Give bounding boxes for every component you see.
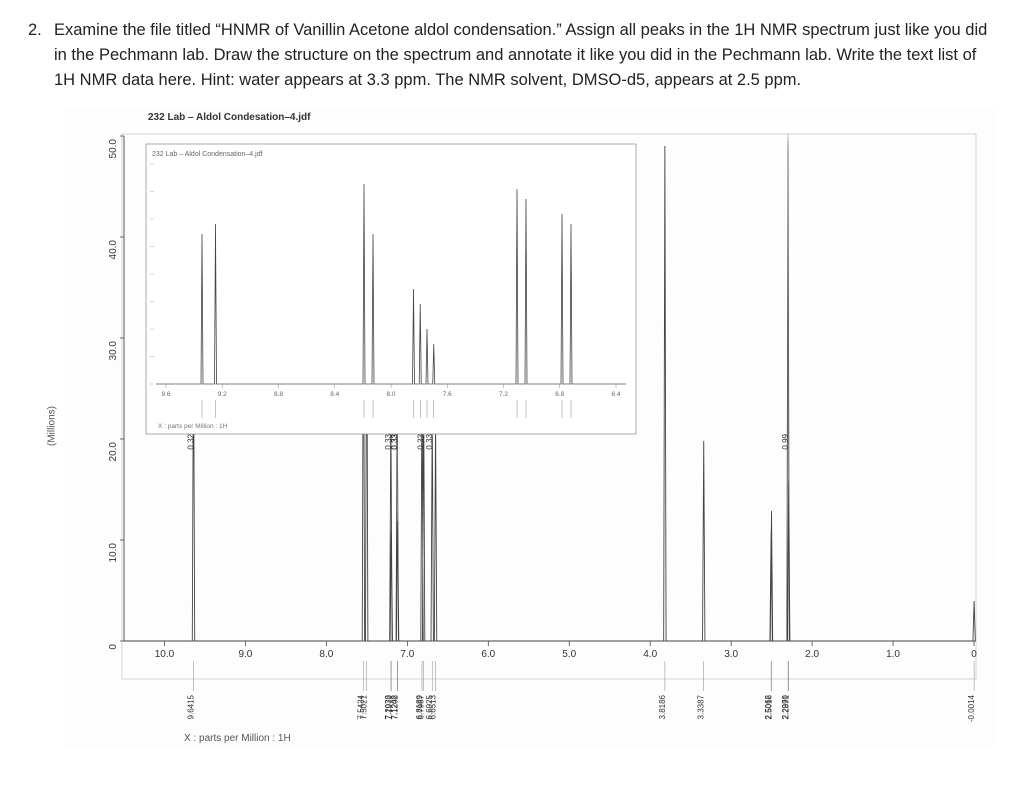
svg-text:3.8186: 3.8186 xyxy=(658,695,667,720)
svg-text:8.4: 8.4 xyxy=(330,391,339,398)
svg-text:0.32: 0.32 xyxy=(186,434,195,450)
svg-text:9.2: 9.2 xyxy=(218,391,227,398)
svg-text:1.0: 1.0 xyxy=(886,649,900,660)
svg-text:0.33: 0.33 xyxy=(425,434,434,450)
nmr-spectrum: 232 Lab – Aldol Condesation–4.jdf (Milli… xyxy=(64,106,994,746)
svg-text:8.0: 8.0 xyxy=(386,391,395,398)
svg-text:7.5021: 7.5021 xyxy=(360,695,369,720)
svg-text:2.0: 2.0 xyxy=(805,649,819,660)
svg-text:3.3387: 3.3387 xyxy=(697,695,706,720)
svg-text:10.0: 10.0 xyxy=(108,543,119,563)
svg-text:20.0: 20.0 xyxy=(108,442,119,462)
svg-text:6.4: 6.4 xyxy=(611,391,620,398)
svg-text:6.0: 6.0 xyxy=(481,649,495,660)
svg-text:6.8: 6.8 xyxy=(555,391,564,398)
question-text: Examine the file titled “HNMR of Vanilli… xyxy=(54,18,996,92)
y-axis-label: (Millions) xyxy=(47,406,58,446)
svg-text:0: 0 xyxy=(971,649,977,660)
svg-text:0.33: 0.33 xyxy=(391,434,400,450)
svg-text:9.6415: 9.6415 xyxy=(186,695,195,720)
svg-text:3.0: 3.0 xyxy=(724,649,738,660)
svg-text:2.5016: 2.5016 xyxy=(764,695,773,720)
svg-text:50.0: 50.0 xyxy=(108,139,119,159)
svg-text:2.2891: 2.2891 xyxy=(782,695,791,720)
svg-text:7.6: 7.6 xyxy=(443,391,452,398)
nmr-svg: 0 10.0 20.0 30.0 40.0 50.0 10.0 9.0 8.0 7.0 6.0 5.0… xyxy=(64,106,994,746)
svg-text:40.0: 40.0 xyxy=(108,240,119,260)
svg-text:8.0: 8.0 xyxy=(319,649,333,660)
svg-text:5.0: 5.0 xyxy=(562,649,576,660)
svg-text:7.1202: 7.1202 xyxy=(391,695,400,720)
svg-text:8.8: 8.8 xyxy=(274,391,283,398)
svg-text:-0.0014: -0.0014 xyxy=(967,695,976,723)
svg-text:7.2: 7.2 xyxy=(499,391,508,398)
svg-text:30.0: 30.0 xyxy=(108,341,119,361)
svg-text:232 Lab – Aldol Condensation–4: 232 Lab – Aldol Condensation–4.jdf xyxy=(152,151,263,158)
svg-text:0: 0 xyxy=(108,644,119,650)
svg-text:7.0: 7.0 xyxy=(400,649,414,660)
svg-text:4.0: 4.0 xyxy=(643,649,657,660)
svg-text:10.0: 10.0 xyxy=(155,649,175,660)
svg-text:9.6: 9.6 xyxy=(161,391,170,398)
spectrum-title: 232 Lab – Aldol Condesation–4.jdf xyxy=(148,112,310,123)
svg-text:X : parts per Million : 1H: X : parts per Million : 1H xyxy=(158,423,228,430)
svg-text:0.99: 0.99 xyxy=(781,434,790,450)
x-axis-label: X : parts per Million : 1H xyxy=(184,733,291,744)
question-number: 2. xyxy=(28,18,48,92)
svg-text:9.0: 9.0 xyxy=(238,649,252,660)
svg-text:6.6513: 6.6513 xyxy=(429,695,438,720)
question-block: 2. Examine the file titled “HNMR of Vani… xyxy=(28,18,996,92)
